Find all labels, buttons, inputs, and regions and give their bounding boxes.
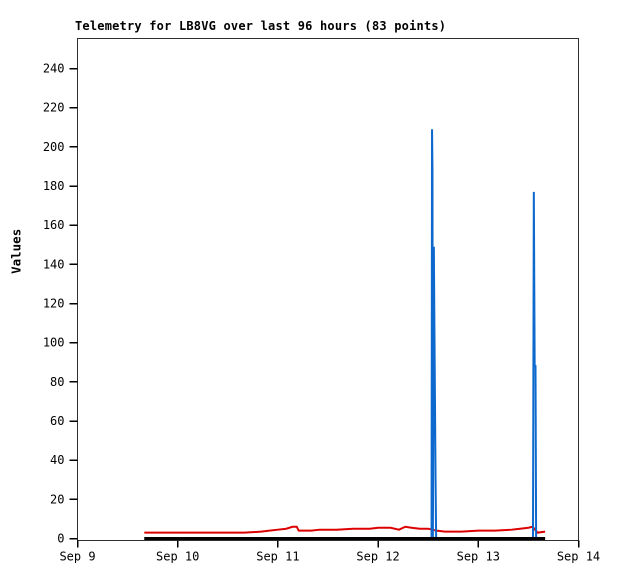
y-tick-label: 80 (50, 375, 64, 389)
y-tick-label: 160 (43, 218, 65, 232)
x-tick-label: Sep 11 (256, 550, 299, 564)
y-tick-label: 200 (43, 140, 65, 154)
y-tick-label: 0 (57, 532, 64, 546)
y-tick-label: 60 (50, 414, 64, 428)
x-tick-label: Sep 13 (457, 550, 500, 564)
y-tick-label: 120 (43, 297, 65, 311)
y-tick-label: 180 (43, 179, 65, 193)
plot-border (77, 38, 579, 541)
y-tick-label: 140 (43, 257, 65, 271)
series-channel-red (144, 525, 546, 534)
y-tick-label: 20 (50, 492, 64, 506)
x-tick-label: Sep 9 (59, 550, 95, 564)
y-tick-label: 240 (43, 62, 65, 76)
x-tick-label: Sep 12 (356, 550, 399, 564)
series-channel-blue (144, 129, 546, 540)
y-tick-label: 40 (50, 453, 64, 467)
y-tick-label: 220 (43, 101, 65, 115)
y-tick-label: 100 (43, 336, 65, 350)
chart-title: Telemetry for LB8VG over last 96 hours (… (75, 19, 447, 33)
x-tick-label: Sep 14 (557, 550, 600, 564)
x-tick-label: Sep 10 (156, 550, 199, 564)
